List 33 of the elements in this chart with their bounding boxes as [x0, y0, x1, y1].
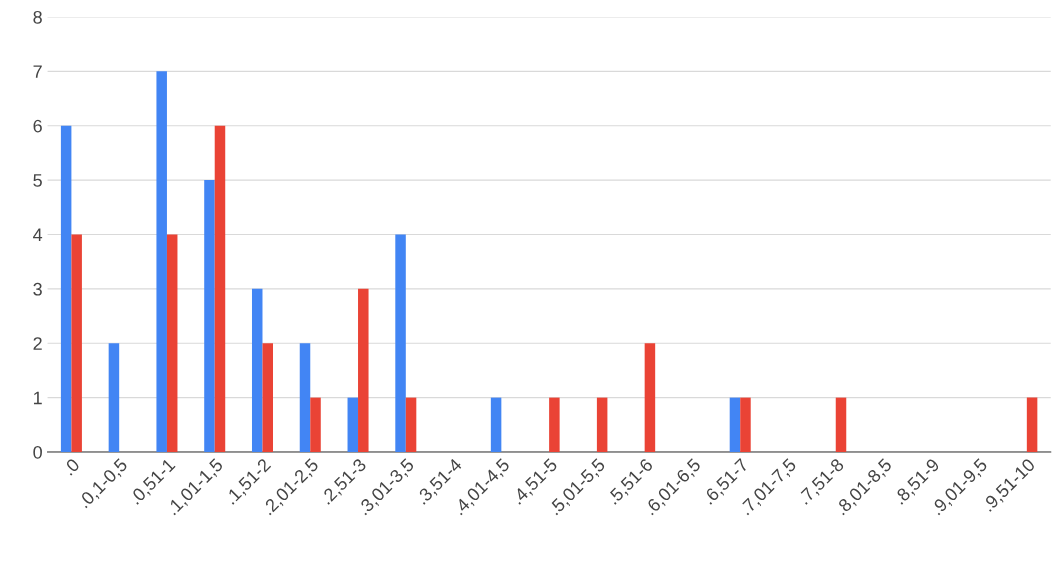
bar: [262, 343, 273, 452]
bar: [214, 125, 226, 452]
y-tick-label: 6: [33, 119, 42, 133]
y-tick-label: 7: [33, 65, 42, 78]
bar: [644, 343, 656, 452]
bar: [405, 397, 417, 452]
bar: [729, 397, 741, 452]
bar: [299, 343, 311, 452]
bar: [1026, 397, 1038, 452]
bar: [490, 397, 502, 452]
bar: [166, 234, 178, 452]
y-tick-label: 2: [33, 337, 42, 350]
y-tick-label: 8: [33, 10, 42, 24]
bar: [549, 397, 560, 452]
bar: [251, 288, 263, 452]
y-tick-label: 4: [33, 228, 43, 242]
bar: [835, 397, 847, 452]
bar: [395, 234, 406, 452]
y-tick-label: 1: [34, 391, 42, 405]
bar: [358, 288, 369, 452]
bar: [71, 234, 82, 452]
bar: [596, 397, 608, 452]
bar: [108, 343, 120, 452]
y-tick-label: 3: [33, 282, 42, 296]
bar: [347, 397, 359, 452]
bar: [156, 71, 167, 452]
bar: [204, 180, 215, 452]
y-tick-label: 0: [33, 445, 42, 459]
x-tick-label: .0: [62, 457, 81, 476]
bar: [740, 397, 751, 452]
y-tick-label: 5: [33, 174, 42, 187]
bar: [60, 125, 72, 452]
bar: [310, 397, 321, 452]
